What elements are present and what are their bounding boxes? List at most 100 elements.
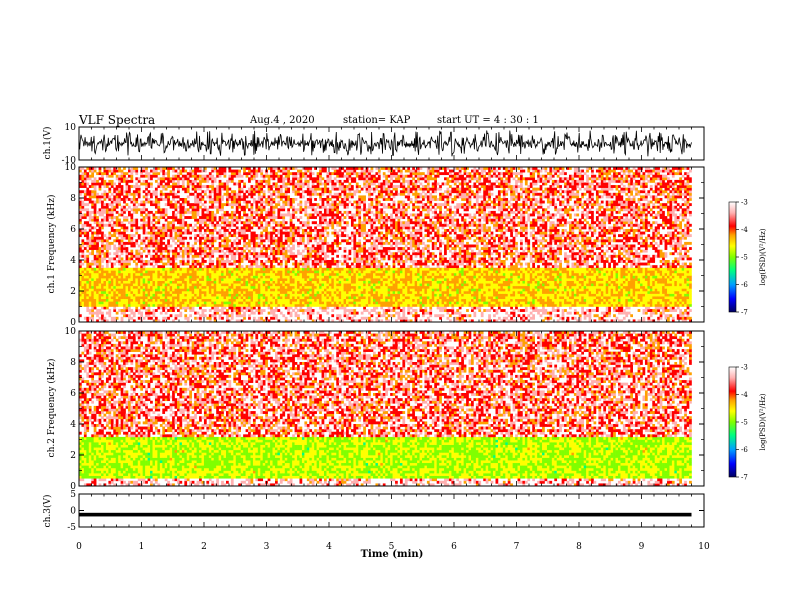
spectrogram-cell xyxy=(113,245,116,248)
spectrogram-cell xyxy=(246,301,249,304)
spectrogram-cell xyxy=(160,177,163,180)
spectrogram-cell xyxy=(121,193,124,196)
spectrogram-cell xyxy=(162,247,165,250)
spectrogram-cell xyxy=(211,286,214,289)
spectrogram-cell xyxy=(167,278,170,281)
spectrogram-cell xyxy=(153,232,156,235)
spectrogram-cell xyxy=(148,183,151,186)
spectrogram-cell xyxy=(192,206,195,209)
spectrogram-cell xyxy=(192,286,195,289)
spectrogram-cell xyxy=(194,260,197,263)
spectrogram-cell xyxy=(145,281,148,284)
spectrogram-cell xyxy=(204,221,207,224)
spectrogram-cell xyxy=(238,219,241,222)
spectrogram-cell xyxy=(241,237,244,240)
spectrogram-cell xyxy=(165,234,168,237)
spectrogram-cell xyxy=(202,190,205,193)
spectrogram-cell xyxy=(206,226,209,229)
spectrogram-cell xyxy=(145,183,148,186)
spectrogram-cell xyxy=(192,247,195,250)
spectrogram-cell xyxy=(170,273,173,276)
spectrogram-cell xyxy=(219,229,222,232)
spectrogram-cell xyxy=(150,301,153,304)
spectrogram-cell xyxy=(157,247,160,250)
spectrogram-cell xyxy=(101,195,104,198)
spectrogram-cell xyxy=(214,309,217,312)
spectrogram-cell xyxy=(91,296,94,299)
spectrogram-cell xyxy=(177,185,180,188)
spectrogram-cell xyxy=(121,288,124,291)
spectrogram-cell xyxy=(179,294,182,297)
spectrogram-cell xyxy=(145,195,148,198)
spectrogram-cell xyxy=(86,260,89,263)
spectrogram-cell xyxy=(84,234,87,237)
spectrogram-cell xyxy=(111,226,114,229)
spectrogram-cell xyxy=(150,201,153,204)
spectrogram-cell xyxy=(184,263,187,266)
spectrogram-cell xyxy=(153,219,156,222)
spectrogram-cell xyxy=(175,252,178,255)
spectrogram-cell xyxy=(153,234,156,237)
spectrogram-cell xyxy=(246,304,249,307)
spectrogram-cell xyxy=(219,245,222,248)
spectrogram-cell xyxy=(165,229,168,232)
spectrogram-cell xyxy=(155,234,158,237)
spectrogram-cell xyxy=(192,216,195,219)
spectrogram-cell xyxy=(160,193,163,196)
spectrogram-cell xyxy=(94,301,97,304)
spectrogram-cell xyxy=(123,309,126,312)
spectrogram-cell xyxy=(94,208,97,211)
spectrogram-cell xyxy=(202,185,205,188)
spectrogram-cell xyxy=(182,273,185,276)
spectrogram-cell xyxy=(167,283,170,286)
spectrogram-cell xyxy=(175,183,178,186)
spectrogram-cell xyxy=(182,177,185,180)
spectrogram-cell xyxy=(108,276,111,279)
spectrogram-cell xyxy=(165,296,168,299)
spectrogram-cell xyxy=(160,214,163,217)
spectrogram-cell xyxy=(167,276,170,279)
spectrogram-cell xyxy=(91,314,94,317)
spectrogram-cell xyxy=(209,304,212,307)
spectrogram-cell xyxy=(130,172,133,175)
spectrogram-cell xyxy=(94,245,97,248)
spectrogram-cell xyxy=(199,239,202,242)
spectrogram-cell xyxy=(126,288,129,291)
spectrogram-cell xyxy=(111,216,114,219)
spectrogram-cell xyxy=(194,255,197,258)
spectrogram-cell xyxy=(236,170,239,173)
spectrogram-cell xyxy=(202,281,205,284)
spectrogram-cell xyxy=(202,263,205,266)
spectrogram-cell xyxy=(81,286,84,289)
spectrogram-cell xyxy=(101,180,104,183)
spectrogram-cell xyxy=(143,183,146,186)
spectrogram-cell xyxy=(206,281,209,284)
spectrogram-cell xyxy=(101,296,104,299)
spectrogram-cell xyxy=(116,252,119,255)
spectrogram-cell xyxy=(135,170,138,173)
spectrogram-cell xyxy=(121,208,124,211)
spectrogram-cell xyxy=(150,245,153,248)
spectrogram-cell xyxy=(150,234,153,237)
spectrogram-cell xyxy=(211,270,214,273)
spectrogram-cell xyxy=(199,276,202,279)
spectrogram-cell xyxy=(211,239,214,242)
spectrogram-cell xyxy=(192,170,195,173)
spectrogram-cell xyxy=(111,291,114,294)
spectrogram-cell xyxy=(118,301,121,304)
spectrogram-cell xyxy=(251,288,254,291)
spectrogram-cell xyxy=(126,273,129,276)
spectrogram-cell xyxy=(106,304,109,307)
spectrogram-cell xyxy=(91,175,94,178)
spectrogram-cell xyxy=(91,286,94,289)
spectrogram-cell xyxy=(238,175,241,178)
spectrogram-cell xyxy=(236,247,239,250)
spectrogram-cell xyxy=(113,172,116,175)
spectrogram-cell xyxy=(155,260,158,263)
spectrogram-cell xyxy=(189,273,192,276)
spectrogram-cell xyxy=(135,286,138,289)
spectrogram-cell xyxy=(116,201,119,204)
spectrogram-cell xyxy=(221,183,224,186)
spectrogram-cell xyxy=(216,211,219,214)
spectrogram-cell xyxy=(241,273,244,276)
